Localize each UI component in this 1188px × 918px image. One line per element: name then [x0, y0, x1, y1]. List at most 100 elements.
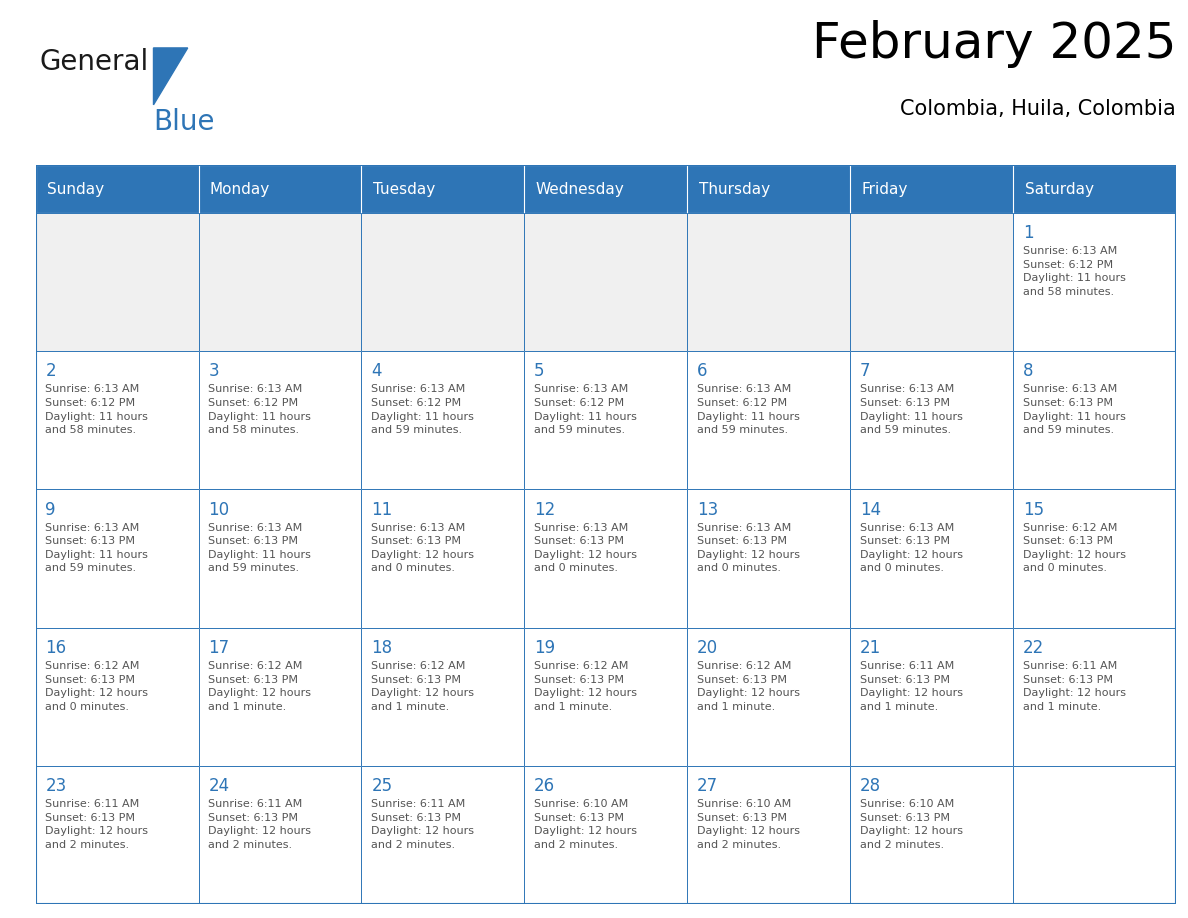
- Text: Monday: Monday: [210, 182, 270, 196]
- Text: 10: 10: [208, 500, 229, 519]
- Text: Sunrise: 6:13 AM
Sunset: 6:13 PM
Daylight: 12 hours
and 0 minutes.: Sunrise: 6:13 AM Sunset: 6:13 PM Dayligh…: [860, 522, 963, 574]
- FancyBboxPatch shape: [198, 165, 361, 213]
- FancyBboxPatch shape: [688, 213, 851, 352]
- Text: Sunrise: 6:13 AM
Sunset: 6:13 PM
Daylight: 11 hours
and 59 minutes.: Sunrise: 6:13 AM Sunset: 6:13 PM Dayligh…: [860, 385, 963, 435]
- FancyBboxPatch shape: [851, 352, 1013, 489]
- Text: Sunday: Sunday: [48, 182, 105, 196]
- FancyBboxPatch shape: [36, 489, 198, 628]
- Text: 8: 8: [1023, 363, 1034, 380]
- FancyBboxPatch shape: [1013, 165, 1176, 213]
- Text: Sunrise: 6:11 AM
Sunset: 6:13 PM
Daylight: 12 hours
and 2 minutes.: Sunrise: 6:11 AM Sunset: 6:13 PM Dayligh…: [45, 800, 148, 850]
- FancyBboxPatch shape: [361, 213, 524, 352]
- Text: Tuesday: Tuesday: [373, 182, 435, 196]
- FancyBboxPatch shape: [36, 628, 198, 766]
- FancyBboxPatch shape: [851, 213, 1013, 352]
- FancyBboxPatch shape: [36, 213, 198, 352]
- FancyBboxPatch shape: [524, 489, 688, 628]
- FancyBboxPatch shape: [851, 766, 1013, 904]
- Text: Sunrise: 6:13 AM
Sunset: 6:13 PM
Daylight: 11 hours
and 59 minutes.: Sunrise: 6:13 AM Sunset: 6:13 PM Dayligh…: [45, 522, 148, 574]
- Text: 18: 18: [372, 639, 392, 656]
- FancyBboxPatch shape: [524, 352, 688, 489]
- Text: 17: 17: [208, 639, 229, 656]
- FancyBboxPatch shape: [1013, 489, 1176, 628]
- Text: Sunrise: 6:12 AM
Sunset: 6:13 PM
Daylight: 12 hours
and 1 minute.: Sunrise: 6:12 AM Sunset: 6:13 PM Dayligh…: [372, 661, 474, 711]
- Text: 5: 5: [535, 363, 544, 380]
- Text: 28: 28: [860, 777, 881, 795]
- FancyBboxPatch shape: [688, 352, 851, 489]
- Text: Saturday: Saturday: [1024, 182, 1094, 196]
- Text: Sunrise: 6:13 AM
Sunset: 6:12 PM
Daylight: 11 hours
and 58 minutes.: Sunrise: 6:13 AM Sunset: 6:12 PM Dayligh…: [45, 385, 148, 435]
- FancyBboxPatch shape: [688, 165, 851, 213]
- FancyBboxPatch shape: [198, 766, 361, 904]
- Text: 15: 15: [1023, 500, 1044, 519]
- Text: Colombia, Huila, Colombia: Colombia, Huila, Colombia: [901, 98, 1176, 118]
- FancyBboxPatch shape: [851, 165, 1013, 213]
- Text: Sunrise: 6:13 AM
Sunset: 6:12 PM
Daylight: 11 hours
and 58 minutes.: Sunrise: 6:13 AM Sunset: 6:12 PM Dayligh…: [1023, 246, 1126, 297]
- Text: Sunrise: 6:10 AM
Sunset: 6:13 PM
Daylight: 12 hours
and 2 minutes.: Sunrise: 6:10 AM Sunset: 6:13 PM Dayligh…: [535, 800, 637, 850]
- FancyBboxPatch shape: [524, 766, 688, 904]
- FancyBboxPatch shape: [688, 766, 851, 904]
- Text: Sunrise: 6:13 AM
Sunset: 6:13 PM
Daylight: 11 hours
and 59 minutes.: Sunrise: 6:13 AM Sunset: 6:13 PM Dayligh…: [1023, 385, 1126, 435]
- Text: Sunrise: 6:13 AM
Sunset: 6:12 PM
Daylight: 11 hours
and 58 minutes.: Sunrise: 6:13 AM Sunset: 6:12 PM Dayligh…: [208, 385, 311, 435]
- Text: 21: 21: [860, 639, 881, 656]
- FancyBboxPatch shape: [36, 766, 198, 904]
- Text: 14: 14: [860, 500, 881, 519]
- Text: Blue: Blue: [153, 107, 215, 136]
- Text: Friday: Friday: [861, 182, 908, 196]
- Text: Sunrise: 6:11 AM
Sunset: 6:13 PM
Daylight: 12 hours
and 2 minutes.: Sunrise: 6:11 AM Sunset: 6:13 PM Dayligh…: [372, 800, 474, 850]
- FancyBboxPatch shape: [198, 628, 361, 766]
- FancyBboxPatch shape: [361, 766, 524, 904]
- Text: Sunrise: 6:13 AM
Sunset: 6:12 PM
Daylight: 11 hours
and 59 minutes.: Sunrise: 6:13 AM Sunset: 6:12 PM Dayligh…: [535, 385, 637, 435]
- FancyBboxPatch shape: [1013, 213, 1176, 352]
- Text: 27: 27: [697, 777, 719, 795]
- Polygon shape: [153, 48, 188, 105]
- FancyBboxPatch shape: [851, 628, 1013, 766]
- Text: 25: 25: [372, 777, 392, 795]
- Text: 7: 7: [860, 363, 871, 380]
- FancyBboxPatch shape: [524, 628, 688, 766]
- FancyBboxPatch shape: [198, 489, 361, 628]
- Text: 16: 16: [45, 639, 67, 656]
- Text: 26: 26: [535, 777, 555, 795]
- Text: 20: 20: [697, 639, 719, 656]
- Text: 9: 9: [45, 500, 56, 519]
- Text: 19: 19: [535, 639, 555, 656]
- Text: Sunrise: 6:11 AM
Sunset: 6:13 PM
Daylight: 12 hours
and 1 minute.: Sunrise: 6:11 AM Sunset: 6:13 PM Dayligh…: [1023, 661, 1126, 711]
- Text: 12: 12: [535, 500, 556, 519]
- Text: 13: 13: [697, 500, 719, 519]
- Text: Sunrise: 6:12 AM
Sunset: 6:13 PM
Daylight: 12 hours
and 1 minute.: Sunrise: 6:12 AM Sunset: 6:13 PM Dayligh…: [697, 661, 801, 711]
- FancyBboxPatch shape: [524, 165, 688, 213]
- Text: Wednesday: Wednesday: [536, 182, 625, 196]
- Text: Sunrise: 6:13 AM
Sunset: 6:12 PM
Daylight: 11 hours
and 59 minutes.: Sunrise: 6:13 AM Sunset: 6:12 PM Dayligh…: [372, 385, 474, 435]
- Text: Sunrise: 6:10 AM
Sunset: 6:13 PM
Daylight: 12 hours
and 2 minutes.: Sunrise: 6:10 AM Sunset: 6:13 PM Dayligh…: [697, 800, 801, 850]
- Text: Sunrise: 6:12 AM
Sunset: 6:13 PM
Daylight: 12 hours
and 0 minutes.: Sunrise: 6:12 AM Sunset: 6:13 PM Dayligh…: [45, 661, 148, 711]
- Text: 6: 6: [697, 363, 708, 380]
- Text: Thursday: Thursday: [699, 182, 770, 196]
- Text: Sunrise: 6:10 AM
Sunset: 6:13 PM
Daylight: 12 hours
and 2 minutes.: Sunrise: 6:10 AM Sunset: 6:13 PM Dayligh…: [860, 800, 963, 850]
- Text: Sunrise: 6:13 AM
Sunset: 6:13 PM
Daylight: 12 hours
and 0 minutes.: Sunrise: 6:13 AM Sunset: 6:13 PM Dayligh…: [535, 522, 637, 574]
- FancyBboxPatch shape: [198, 352, 361, 489]
- FancyBboxPatch shape: [36, 165, 198, 213]
- FancyBboxPatch shape: [361, 352, 524, 489]
- Text: 22: 22: [1023, 639, 1044, 656]
- FancyBboxPatch shape: [688, 489, 851, 628]
- Text: 3: 3: [208, 363, 219, 380]
- Text: 23: 23: [45, 777, 67, 795]
- Text: Sunrise: 6:13 AM
Sunset: 6:13 PM
Daylight: 12 hours
and 0 minutes.: Sunrise: 6:13 AM Sunset: 6:13 PM Dayligh…: [697, 522, 801, 574]
- FancyBboxPatch shape: [198, 213, 361, 352]
- FancyBboxPatch shape: [1013, 352, 1176, 489]
- Text: 2: 2: [45, 363, 56, 380]
- Text: Sunrise: 6:11 AM
Sunset: 6:13 PM
Daylight: 12 hours
and 1 minute.: Sunrise: 6:11 AM Sunset: 6:13 PM Dayligh…: [860, 661, 963, 711]
- Text: Sunrise: 6:13 AM
Sunset: 6:12 PM
Daylight: 11 hours
and 59 minutes.: Sunrise: 6:13 AM Sunset: 6:12 PM Dayligh…: [697, 385, 800, 435]
- Text: Sunrise: 6:12 AM
Sunset: 6:13 PM
Daylight: 12 hours
and 1 minute.: Sunrise: 6:12 AM Sunset: 6:13 PM Dayligh…: [208, 661, 311, 711]
- Text: General: General: [39, 48, 148, 76]
- Text: Sunrise: 6:11 AM
Sunset: 6:13 PM
Daylight: 12 hours
and 2 minutes.: Sunrise: 6:11 AM Sunset: 6:13 PM Dayligh…: [208, 800, 311, 850]
- FancyBboxPatch shape: [1013, 766, 1176, 904]
- Text: Sunrise: 6:13 AM
Sunset: 6:13 PM
Daylight: 12 hours
and 0 minutes.: Sunrise: 6:13 AM Sunset: 6:13 PM Dayligh…: [372, 522, 474, 574]
- FancyBboxPatch shape: [1013, 628, 1176, 766]
- Text: February 2025: February 2025: [811, 20, 1176, 68]
- FancyBboxPatch shape: [361, 165, 524, 213]
- Text: 4: 4: [372, 363, 381, 380]
- Text: Sunrise: 6:12 AM
Sunset: 6:13 PM
Daylight: 12 hours
and 1 minute.: Sunrise: 6:12 AM Sunset: 6:13 PM Dayligh…: [535, 661, 637, 711]
- Text: 24: 24: [208, 777, 229, 795]
